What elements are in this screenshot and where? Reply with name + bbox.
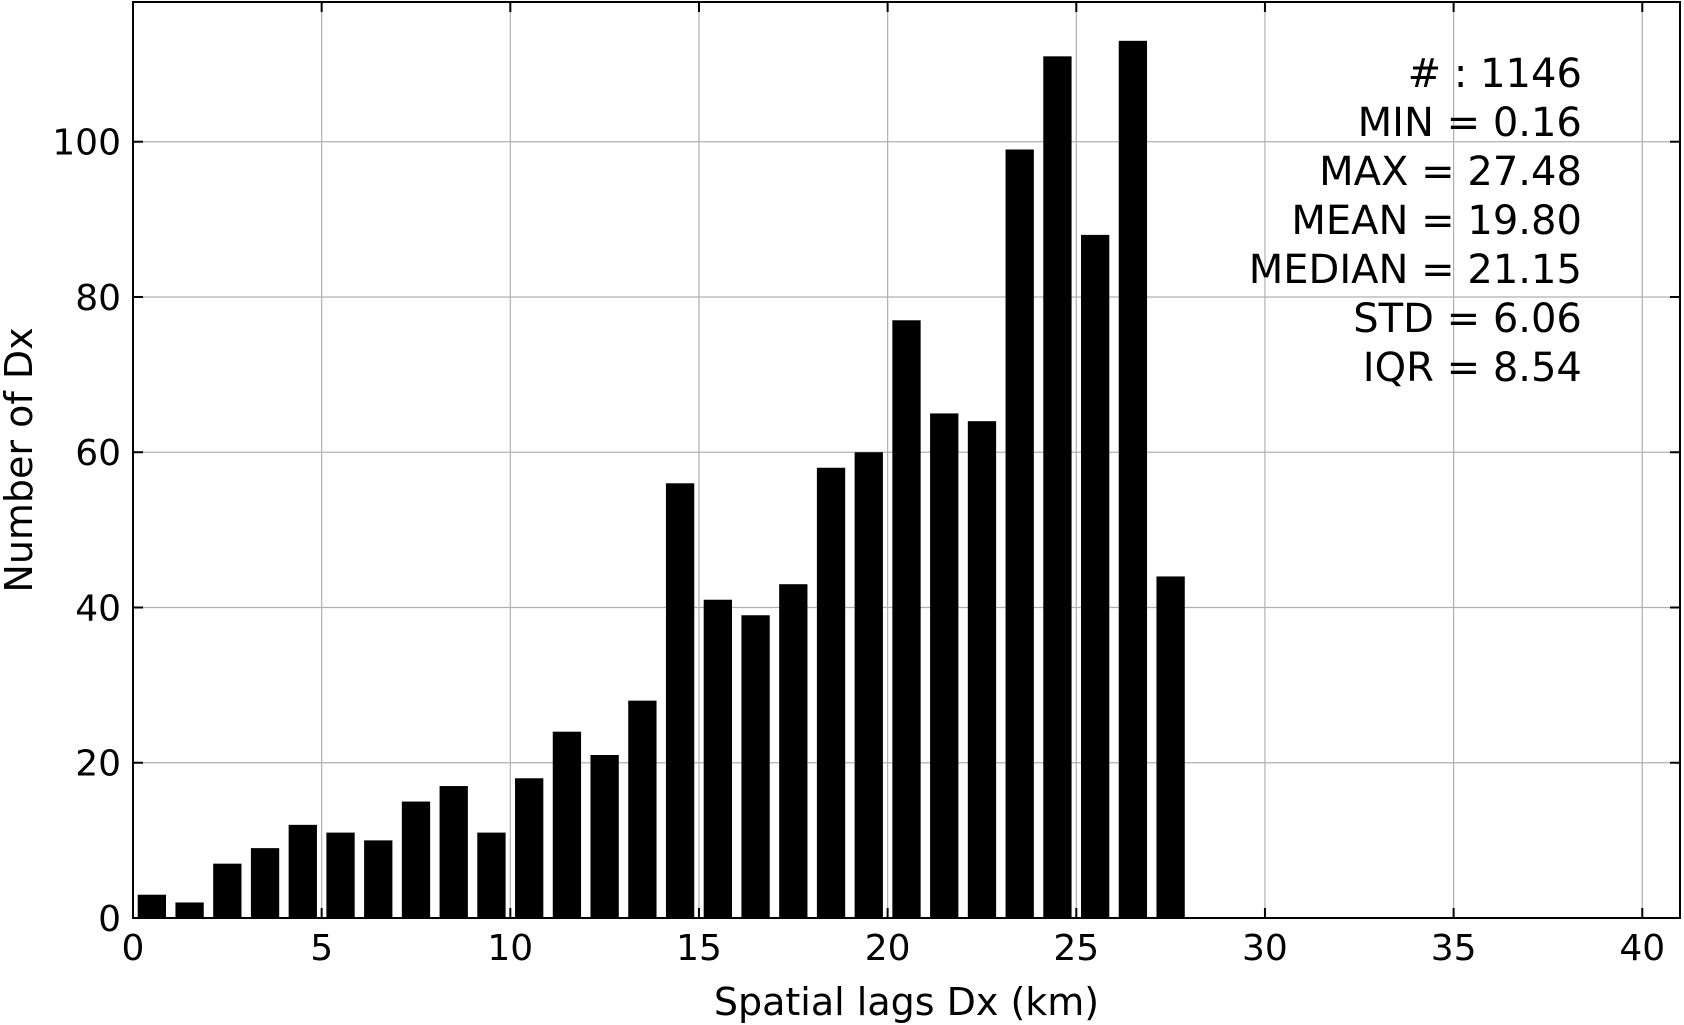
histogram-bar (401, 801, 431, 918)
histogram-bar (288, 824, 317, 918)
histogram-bar (552, 731, 582, 918)
histogram-bar (628, 700, 657, 918)
histogram-bar (364, 840, 393, 918)
y-axis-label: Number of Dx (0, 327, 41, 592)
histogram-bar (477, 832, 506, 918)
histogram-bar (1156, 576, 1185, 918)
y-tick-label: 60 (75, 433, 121, 474)
stat-line: MAX = 27.48 (1319, 149, 1582, 195)
stat-line: MIN = 0.16 (1358, 100, 1582, 146)
histogram-bar (741, 615, 770, 918)
histogram-bar (703, 599, 732, 918)
x-tick-label: 0 (122, 928, 145, 969)
stat-line: MEAN = 19.80 (1291, 198, 1582, 244)
histogram-bar (175, 902, 204, 918)
histogram-bar (967, 421, 997, 918)
x-tick-label: 20 (865, 928, 911, 969)
histogram-bar (816, 467, 846, 918)
histogram-bar (213, 863, 242, 918)
histogram-bar (930, 413, 959, 918)
x-tick-label: 25 (1053, 928, 1099, 969)
x-tick-label: 5 (310, 928, 333, 969)
y-tick-label: 0 (98, 899, 121, 940)
stat-line: MEDIAN = 21.15 (1249, 247, 1582, 293)
histogram-bar (590, 754, 619, 918)
histogram-bar (854, 452, 883, 918)
x-tick-label: 35 (1431, 928, 1477, 969)
stat-line: IQR = 8.54 (1363, 345, 1582, 391)
x-tick-label: 15 (676, 928, 722, 969)
tick-labels: 0 5 10 15 20 25 30 35 40 0 20 40 60 80 100 (52, 123, 1665, 969)
y-tick-label: 20 (75, 744, 121, 785)
y-tick-label: 100 (52, 123, 121, 164)
x-tick-label: 40 (1619, 928, 1665, 969)
histogram-bar (779, 584, 808, 918)
histogram-bar (439, 786, 468, 918)
y-tick-label: 40 (75, 588, 121, 629)
y-tick-label: 80 (75, 278, 121, 319)
histogram-bar (1081, 234, 1110, 919)
stat-line: STD = 6.06 (1353, 296, 1582, 342)
histogram-bar (1118, 40, 1148, 919)
axis-ticks (132, 2, 1680, 919)
histogram-bar (137, 894, 167, 918)
x-axis-label: Spatial lags Dx (km) (714, 980, 1099, 1024)
x-tick-label: 10 (487, 928, 533, 969)
histogram-bar (1005, 149, 1034, 919)
histogram-bar (1043, 56, 1072, 918)
plot-frame (132, 1, 1681, 919)
histogram-bar (250, 848, 280, 918)
x-tick-label: 30 (1242, 928, 1288, 969)
stat-line: # : 1146 (1408, 51, 1582, 97)
histogram-bar (892, 320, 921, 918)
histogram-bar (515, 778, 544, 918)
histogram-bars (137, 40, 1185, 919)
histogram-bar (665, 483, 695, 918)
histogram-bar (326, 832, 355, 918)
